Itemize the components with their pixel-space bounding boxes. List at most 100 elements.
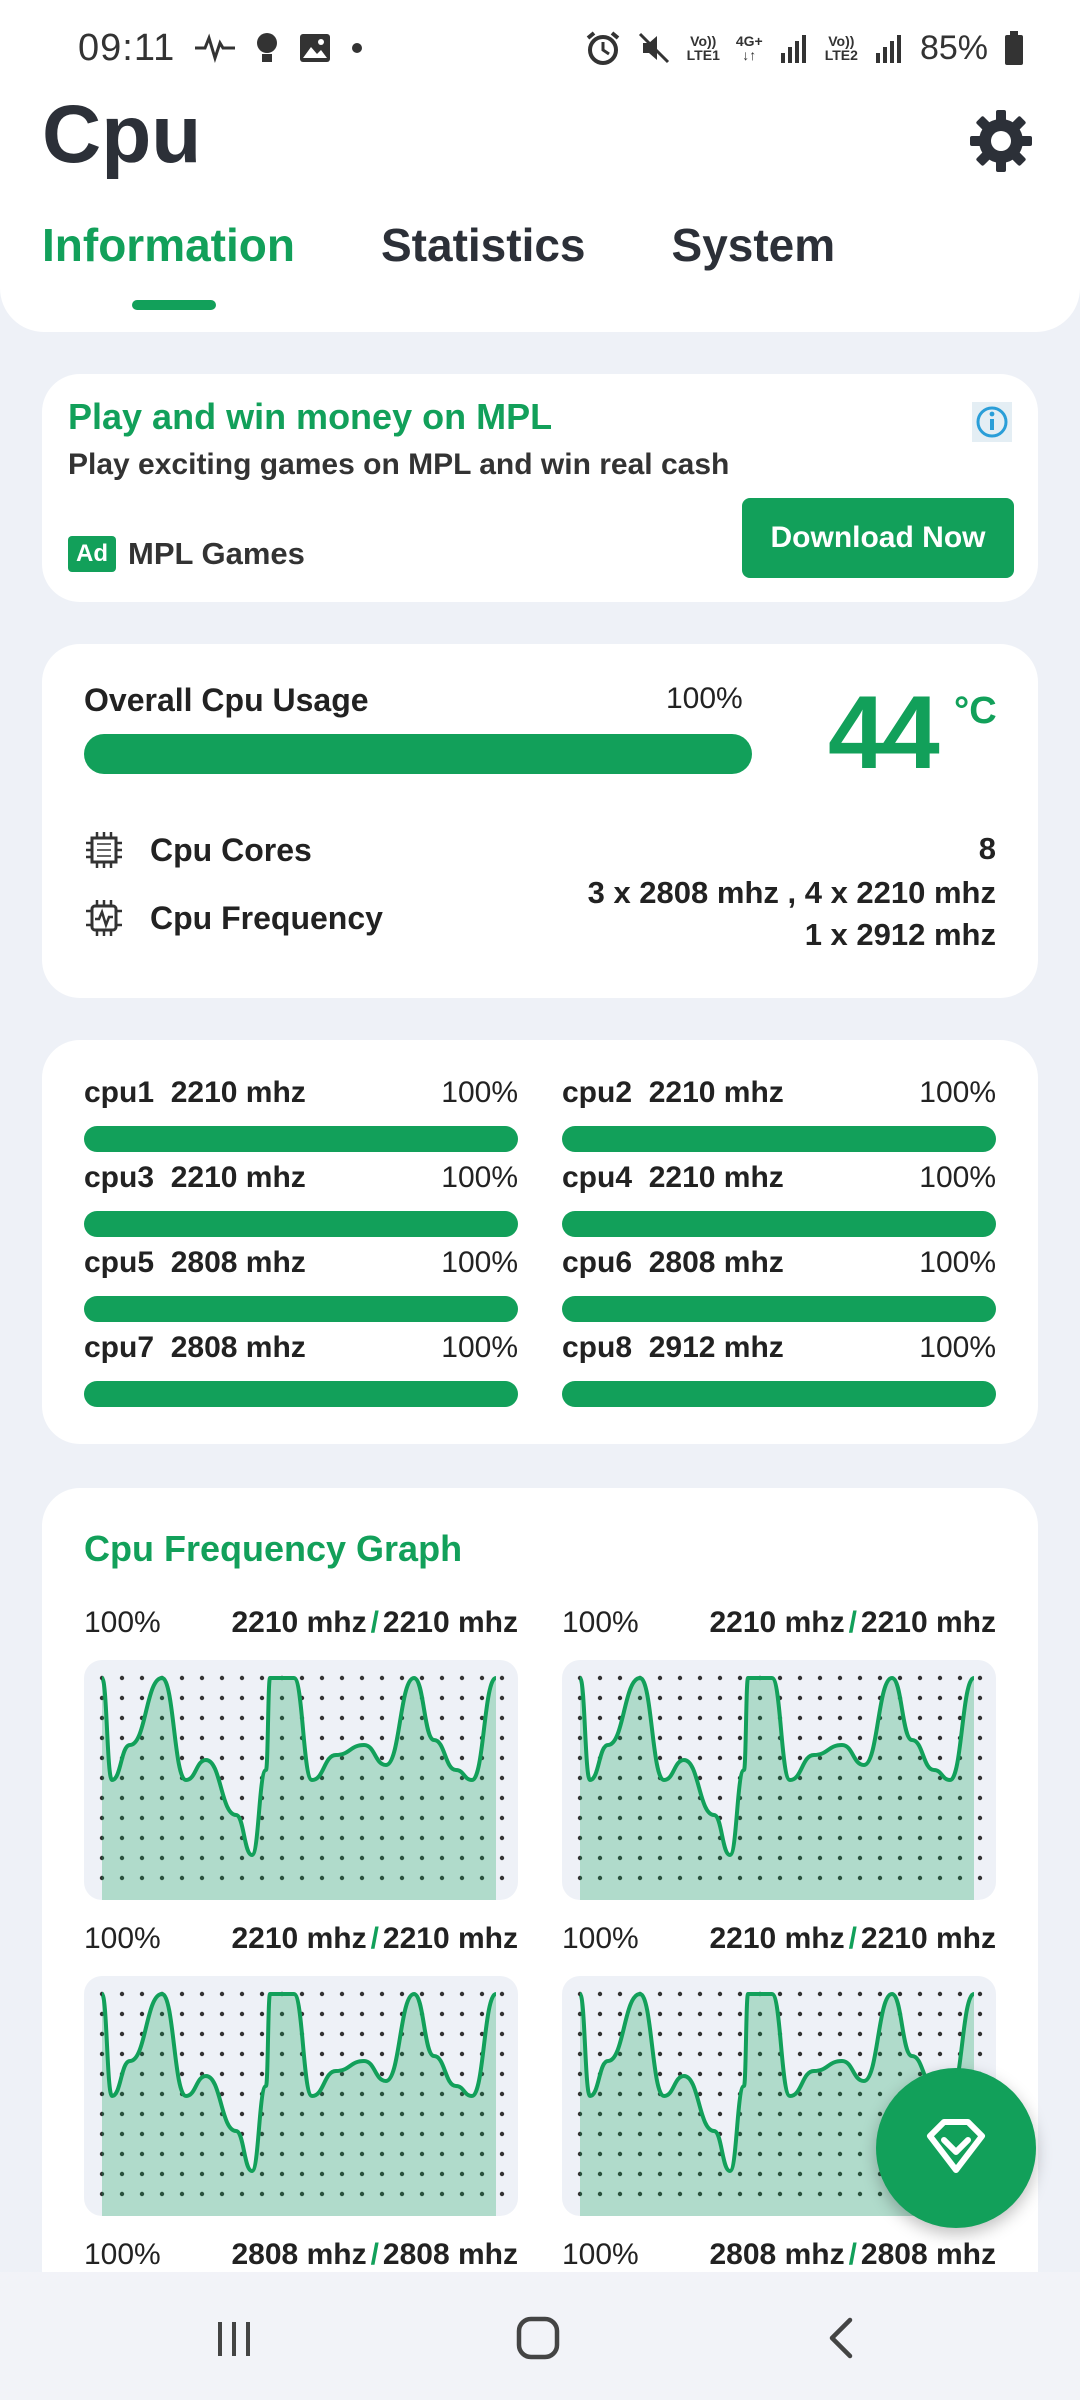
ad-text: Play exciting games on MPL and win real …	[68, 448, 730, 481]
app-header: 09:11 Vo)) LTE1 4G+ ↓↑ Vo)) LTE2 85% Cpu	[0, 0, 1080, 332]
graph-title: Cpu Frequency Graph	[84, 1528, 463, 1569]
graph-plot	[99, 1675, 505, 1900]
graph-plot	[99, 1991, 505, 2216]
status-bar: 09:11 Vo)) LTE1 4G+ ↓↑ Vo)) LTE2 85%	[78, 24, 1024, 72]
graph-percent: 100%	[84, 1922, 161, 1955]
cpu-cores-card: cpu1 2210 mhz 100% cpu2 2210 mhz 100% cpu3…	[42, 1040, 1038, 1444]
core-item-cpu6: cpu6 2808 mhz 100%	[562, 1246, 996, 1322]
bulb-icon	[257, 33, 278, 62]
graph-separator: /	[370, 1606, 379, 1639]
cpu-cores-label: Cpu Cores	[150, 831, 312, 868]
battery-percent: 85%	[919, 28, 988, 67]
core-percent: 100%	[441, 1331, 518, 1364]
core-percent: 100%	[919, 1246, 996, 1279]
graph-max-freq: 2808 mhz	[860, 2238, 996, 2271]
core-freq: 2808 mhz	[648, 1246, 784, 1279]
graph-current-freq: 2808 mhz	[709, 2238, 845, 2271]
graph-separator: /	[848, 1606, 857, 1639]
core-freq: 2210 mhz	[170, 1161, 306, 1194]
download-now-button[interactable]: Download Now	[742, 498, 1014, 578]
page-title: Cpu	[42, 89, 202, 180]
core-usage-bar	[84, 1381, 518, 1407]
graph-line	[578, 1991, 976, 2174]
graph-separator: /	[848, 2238, 857, 2271]
floating-action-button[interactable]	[876, 2068, 1036, 2228]
graph-line	[100, 1675, 498, 1858]
graph-header-5: 100% 2808 mhz/2808 mhz	[84, 2238, 518, 2272]
graph-header-1: 100% 2210 mhz/2210 mhz	[84, 1606, 518, 1640]
mute-icon	[638, 32, 669, 64]
core-freq: 2210 mhz	[648, 1076, 784, 1109]
info-icon[interactable]	[972, 402, 1012, 442]
cpu-frequency-icon	[86, 900, 122, 936]
back-icon[interactable]	[812, 2312, 872, 2364]
core-name: cpu8	[562, 1331, 633, 1364]
graph-percent: 100%	[84, 1606, 161, 1639]
frequency-line-1: 3 x 2808 mhz , 4 x 2210 mhz	[587, 875, 996, 910]
graph-max-freq: 2808 mhz	[382, 2238, 518, 2271]
cpu-cores-value: 8	[978, 831, 996, 866]
graph-area	[580, 1678, 974, 1900]
volte-sim2: Vo)) LTE2	[824, 33, 858, 63]
signal-icon-2	[875, 35, 901, 63]
temperature-unit: °C	[954, 690, 997, 732]
graph-header-6: 100% 2808 mhz/2808 mhz	[562, 2238, 996, 2272]
frequency-line-2: 1 x 2912 mhz	[804, 917, 996, 952]
core-item-cpu1: cpu1 2210 mhz 100%	[84, 1076, 518, 1152]
status-time: 09:11	[78, 26, 176, 69]
core-item-cpu7: cpu7 2808 mhz 100%	[84, 1331, 518, 1407]
dot-icon	[352, 43, 363, 53]
core-usage-bar	[562, 1126, 996, 1152]
graph-header-3: 100% 2210 mhz/2210 mhz	[84, 1922, 518, 1956]
frequency-graph	[562, 1660, 996, 1900]
graph-line	[578, 1675, 976, 1858]
core-percent: 100%	[441, 1161, 518, 1194]
cpu-temperature: 44	[828, 675, 940, 791]
graph-max-freq: 2210 mhz	[382, 1922, 518, 1955]
tab-system[interactable]: System	[671, 219, 836, 271]
core-name: cpu5	[84, 1246, 155, 1279]
core-name: cpu4	[562, 1161, 633, 1194]
graph-current-freq: 2210 mhz	[709, 1922, 845, 1955]
graph-percent: 100%	[84, 2238, 161, 2271]
core-usage-bar	[562, 1296, 996, 1322]
overall-usage-bar	[84, 734, 752, 774]
core-usage-bar	[84, 1211, 518, 1237]
graph-percent: 100%	[562, 1922, 639, 1955]
ad-title[interactable]: Play and win money on MPL	[68, 396, 553, 437]
tab-bar: Information Statistics System	[42, 218, 835, 272]
tab-information[interactable]: Information	[42, 219, 295, 271]
graph-header-2: 100% 2210 mhz/2210 mhz	[562, 1606, 996, 1640]
core-percent: 100%	[919, 1331, 996, 1364]
graph-area	[580, 1994, 974, 2216]
ad-banner[interactable]: Play and win money on MPL Play exciting …	[42, 374, 1038, 602]
core-percent: 100%	[919, 1161, 996, 1194]
core-name: cpu6	[562, 1246, 633, 1279]
graph-separator: /	[848, 1922, 857, 1955]
chip-icon	[86, 832, 122, 868]
core-freq: 2912 mhz	[648, 1331, 784, 1364]
cpu-frequency-value: 3 x 2808 mhz , 4 x 2210 mhz 1 x 2912 mhz	[588, 872, 996, 956]
core-freq: 2808 mhz	[170, 1331, 306, 1364]
graph-plot	[577, 1675, 983, 1900]
home-icon[interactable]	[508, 2312, 568, 2364]
core-percent: 100%	[441, 1076, 518, 1109]
battery-icon	[1005, 31, 1023, 65]
core-name: cpu3	[84, 1161, 155, 1194]
core-freq: 2808 mhz	[170, 1246, 306, 1279]
ad-advertiser: MPL Games	[128, 536, 305, 571]
graph-area	[102, 1678, 496, 1900]
graph-area	[102, 1994, 496, 2216]
core-item-cpu8: cpu8 2912 mhz 100%	[562, 1331, 996, 1407]
recent-apps-icon[interactable]	[204, 2312, 264, 2364]
core-item-cpu3: cpu3 2210 mhz 100%	[84, 1161, 518, 1237]
graph-separator: /	[370, 1922, 379, 1955]
graph-percent: 100%	[562, 2238, 639, 2271]
gear-icon[interactable]	[968, 108, 1034, 174]
tab-statistics[interactable]: Statistics	[380, 219, 586, 271]
graph-percent: 100%	[562, 1606, 639, 1639]
frequency-graph	[84, 1660, 518, 1900]
badge-check-icon	[927, 2119, 985, 2173]
overall-usage-percent: 100%	[666, 682, 743, 715]
core-item-cpu5: cpu5 2808 mhz 100%	[84, 1246, 518, 1322]
